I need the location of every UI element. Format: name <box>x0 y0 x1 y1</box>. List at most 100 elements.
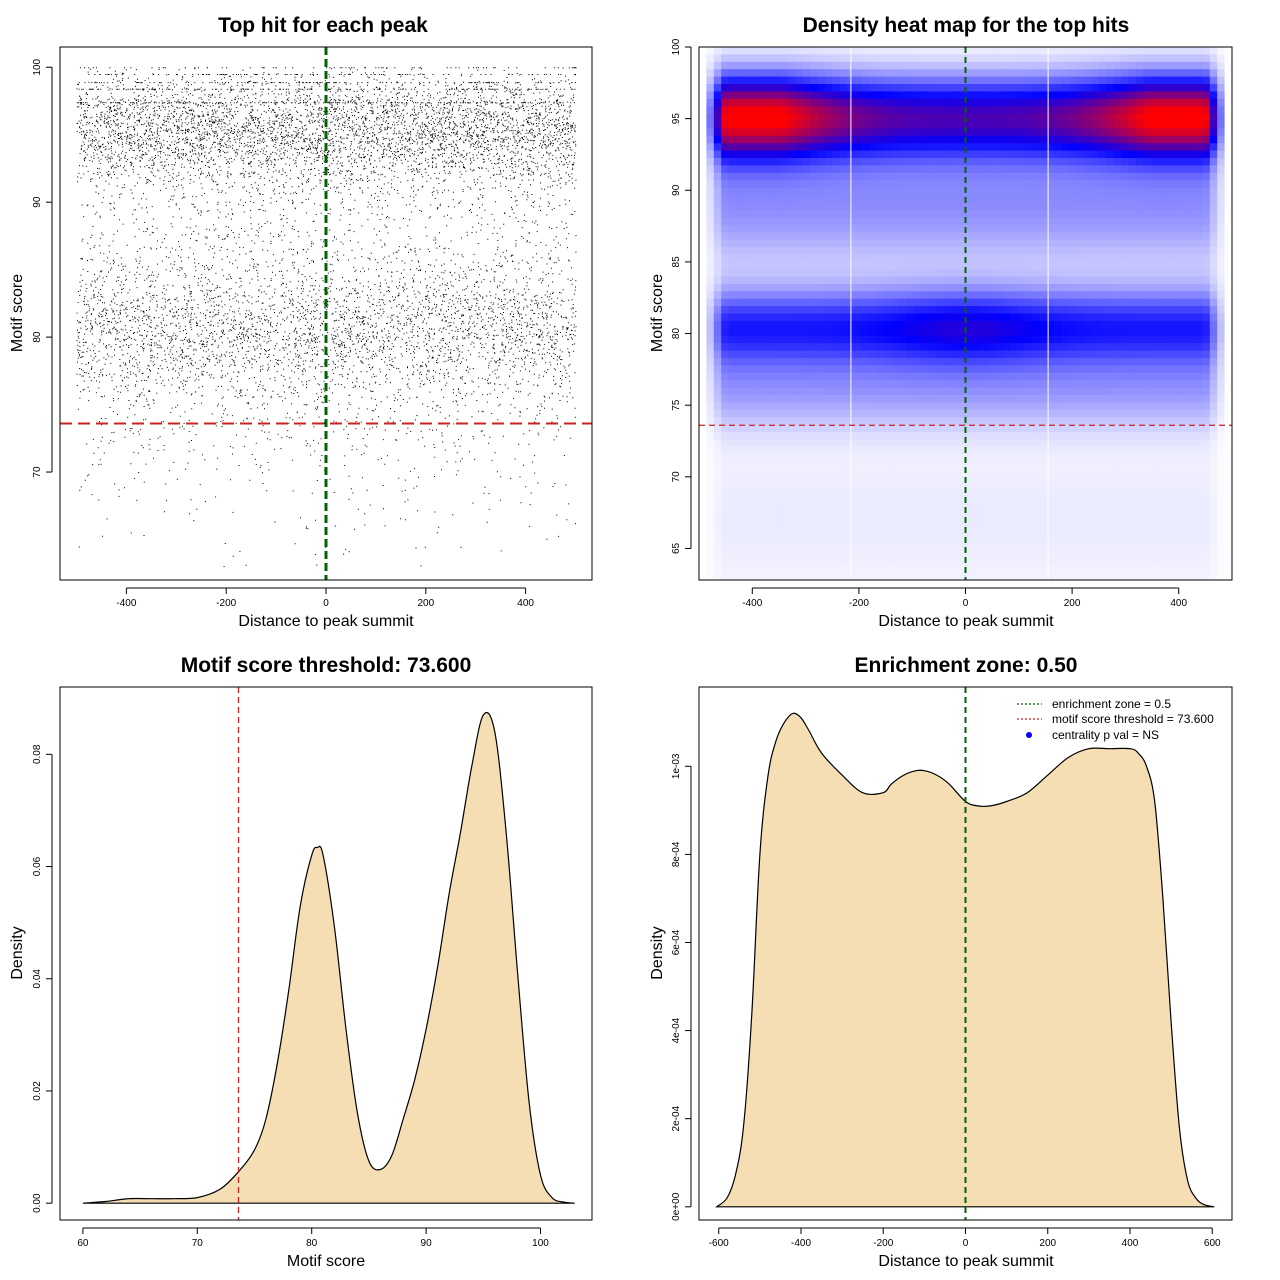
heatmap-cell <box>817 217 826 226</box>
heatmap-cell <box>1061 372 1070 381</box>
heatmap-cell <box>713 135 722 144</box>
heatmap-cell <box>1039 565 1048 574</box>
heatmap-cell <box>1194 572 1203 580</box>
heatmap-cell <box>795 69 804 78</box>
heatmap-cell <box>906 350 915 359</box>
heatmap-cell <box>1017 113 1026 122</box>
heatmap-cell <box>1054 454 1063 463</box>
heatmap-cell <box>861 180 870 189</box>
heatmap-cell <box>1083 417 1092 426</box>
heatmap-cell <box>987 291 996 300</box>
heatmap-cell <box>1091 328 1100 337</box>
heatmap-cell <box>1180 150 1189 159</box>
heatmap-cell <box>1128 365 1137 374</box>
heatmap-cell <box>1202 91 1211 100</box>
heatmap-cell <box>928 298 937 307</box>
heatmap-cell <box>1098 69 1107 78</box>
heatmap-cell <box>1017 69 1026 78</box>
heatmap-cell <box>1150 320 1159 329</box>
heatmap-cell <box>1157 535 1166 544</box>
heatmap-cell <box>1017 394 1026 403</box>
heatmap-cell <box>972 335 981 344</box>
heatmap-cell <box>943 106 952 115</box>
heatmap-cell <box>1113 417 1122 426</box>
heatmap-cell <box>750 350 759 359</box>
heatmap-cell <box>891 320 900 329</box>
heatmap-cell <box>1024 128 1033 137</box>
heatmap-cell <box>721 446 730 455</box>
heatmap-cell <box>736 313 745 322</box>
heatmap-cell <box>1061 69 1070 78</box>
heatmap-cell <box>1098 209 1107 218</box>
heatmap-cell <box>750 98 759 107</box>
heatmap-cell <box>884 98 893 107</box>
heatmap-cell <box>765 343 774 352</box>
heatmap-cell <box>1187 239 1196 248</box>
heatmap-cell <box>1076 98 1085 107</box>
heatmap-cell <box>1017 150 1026 159</box>
heatmap-cell <box>1165 150 1174 159</box>
heatmap-cell <box>699 520 707 529</box>
heatmap-cell <box>832 195 841 204</box>
heatmap-cell <box>773 232 782 241</box>
heatmap-cell <box>1061 505 1070 514</box>
heatmap-cell <box>795 387 804 396</box>
heatmap-cell <box>995 128 1004 137</box>
heatmap-cell <box>950 269 959 278</box>
heatmap-cell <box>1150 283 1159 292</box>
heatmap-cell <box>736 202 745 211</box>
heatmap-cell <box>1180 372 1189 381</box>
heatmap-cell <box>891 298 900 307</box>
heatmap-cell <box>1128 313 1137 322</box>
heatmap-cell <box>913 254 922 263</box>
heatmap-cell <box>1024 61 1033 70</box>
heatmap-cell <box>758 165 767 174</box>
heatmap-cell <box>699 217 707 226</box>
heatmap-cell <box>750 106 759 115</box>
heatmap-cell <box>1128 246 1137 255</box>
heatmap-cell <box>980 261 989 270</box>
heatmap-cell <box>972 365 981 374</box>
heatmap-cell <box>891 424 900 433</box>
heatmap-cell <box>1046 128 1055 137</box>
heatmap-cell <box>1054 498 1063 507</box>
heatmap-cell <box>1120 306 1129 315</box>
heatmap-cell <box>810 306 819 315</box>
heatmap-cell <box>721 542 730 551</box>
heatmap-cell <box>1187 380 1196 389</box>
heatmap-cell <box>884 557 893 566</box>
heatmap-cell <box>780 483 789 492</box>
heatmap-cell <box>1046 172 1055 181</box>
heatmap-cell <box>1157 113 1166 122</box>
heatmap-cell <box>921 328 930 337</box>
heatmap-cell <box>876 557 885 566</box>
heatmap-cell <box>765 454 774 463</box>
heatmap-cell <box>802 113 811 122</box>
heatmap-cell <box>1032 572 1041 580</box>
heatmap-cell <box>884 565 893 574</box>
heatmap-cell <box>713 202 722 211</box>
heatmap-cell <box>1017 269 1026 278</box>
heatmap-cell <box>987 91 996 100</box>
heatmap-cell <box>1069 291 1078 300</box>
heatmap-cell <box>713 513 722 522</box>
heatmap-cell <box>1194 291 1203 300</box>
heatmap-cell <box>802 254 811 263</box>
heatmap-cell <box>1024 328 1033 337</box>
heatmap-cell <box>891 528 900 537</box>
heatmap-cell <box>950 306 959 315</box>
heatmap-cell <box>817 158 826 167</box>
heatmap-cell <box>854 461 863 470</box>
heatmap-cell <box>1098 535 1107 544</box>
heatmap-cell <box>802 47 811 55</box>
heatmap-cell <box>721 372 730 381</box>
heatmap-cell <box>810 209 819 218</box>
heatmap-cell <box>1128 461 1137 470</box>
heatmap-cell <box>1046 513 1055 522</box>
heatmap-cell <box>1172 394 1181 403</box>
heatmap-cell <box>965 172 974 181</box>
heatmap-cell <box>1002 513 1011 522</box>
heatmap-cell <box>699 202 707 211</box>
heatmap-cell <box>1120 409 1129 418</box>
